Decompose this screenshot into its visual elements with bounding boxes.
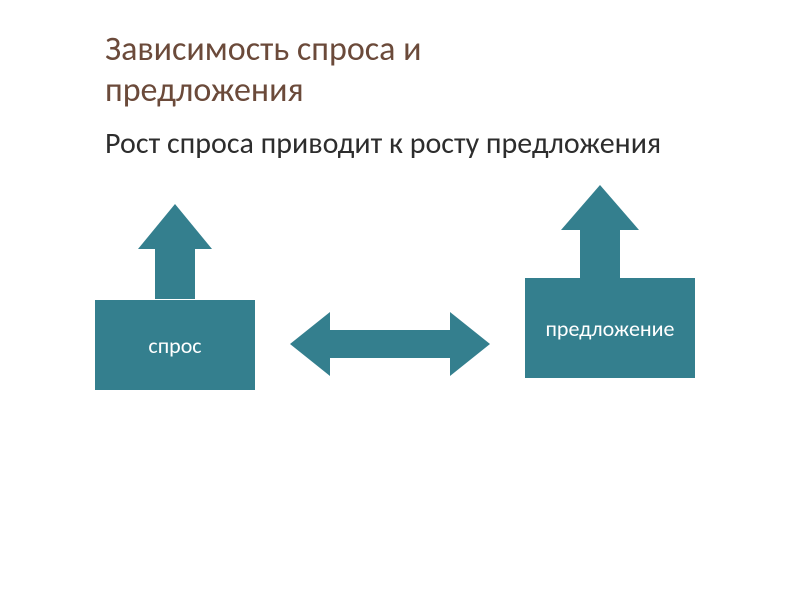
- slide-subtitle: Рост спроса приводит к росту предложения: [105, 125, 665, 163]
- node-supply-label: предложение: [545, 315, 674, 342]
- double-arrow-icon: [290, 312, 490, 376]
- node-demand-label: спрос: [148, 332, 201, 359]
- node-demand: спрос: [95, 300, 255, 390]
- slide-title: Зависимость спроса и предложения: [105, 30, 625, 112]
- node-supply: предложение: [525, 278, 695, 378]
